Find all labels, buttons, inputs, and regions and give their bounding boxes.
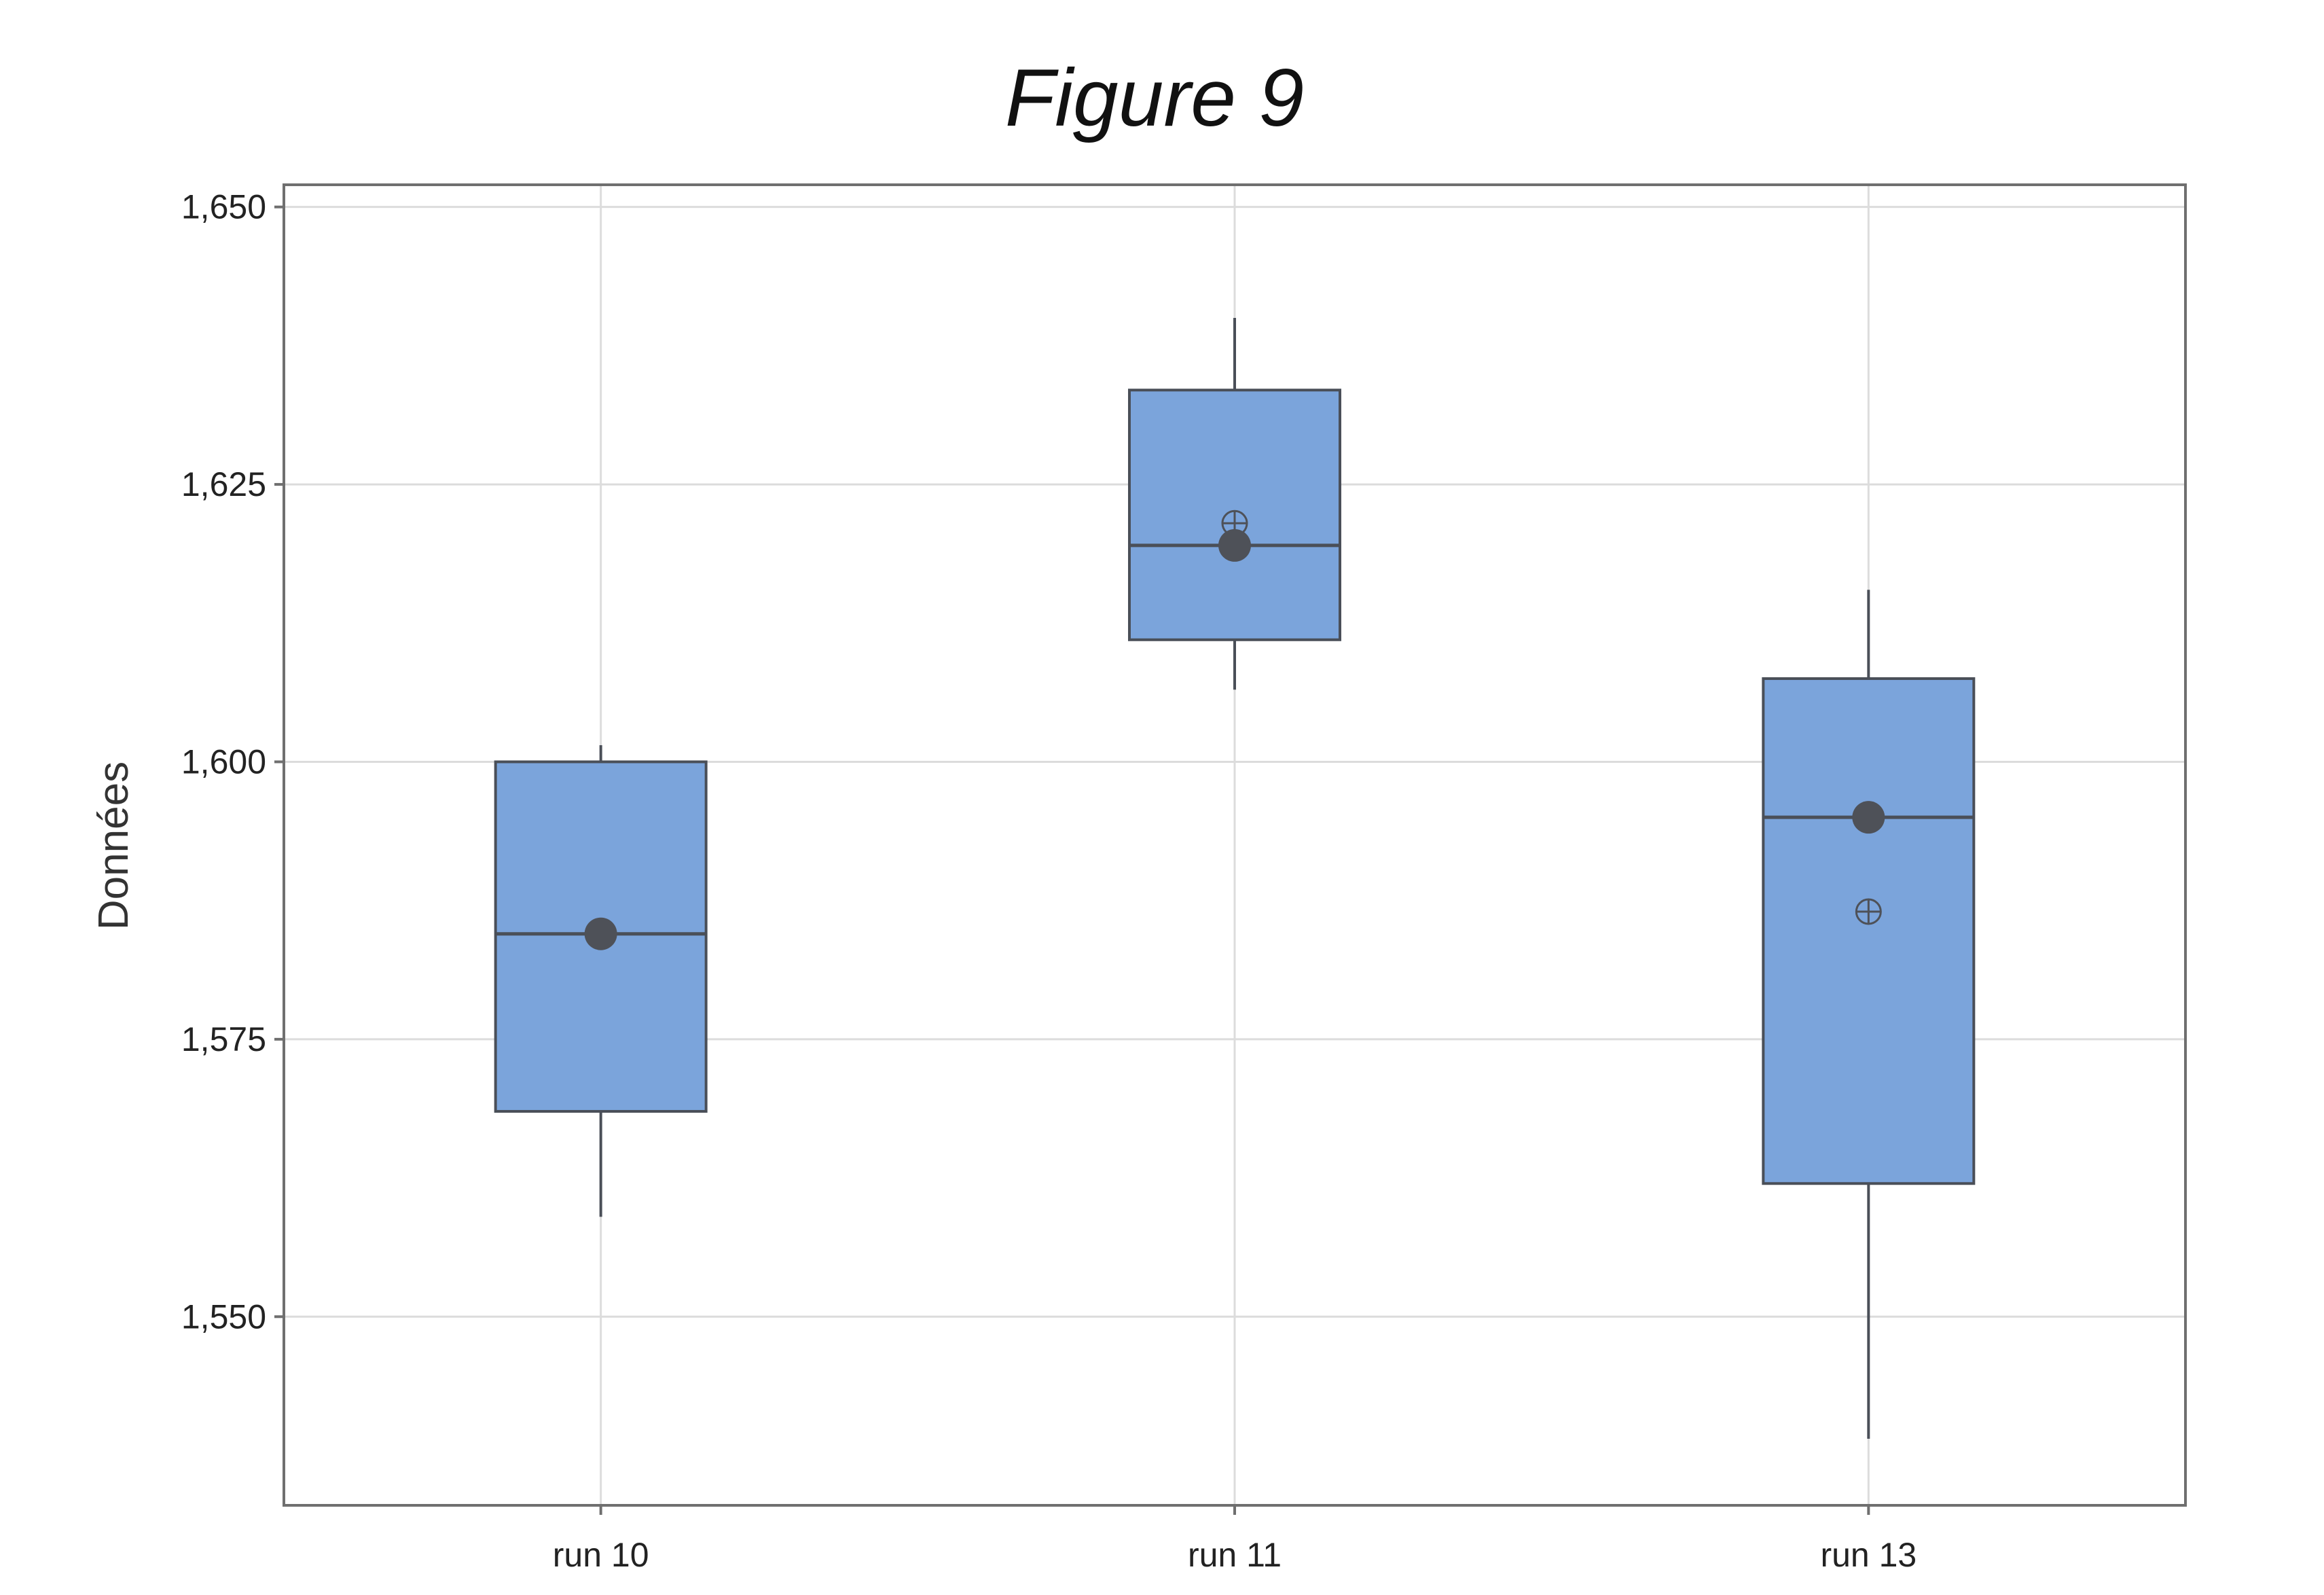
x-tick-label: run 11 [1188,1536,1282,1574]
x-tick-label: run 13 [1820,1536,1917,1574]
median-dot [584,917,617,950]
plot-frame [283,183,2187,1507]
y-tick-label: 1,625 [181,465,266,503]
y-axis-label: Données [90,761,137,930]
box-group-run-11 [1128,318,1341,690]
y-tick-label: 1,575 [181,1020,266,1058]
median-dot [1852,801,1885,834]
median-dot [1218,528,1251,562]
chart-title: Figure 9 [1005,52,1304,143]
box-layer [494,318,1976,1439]
x-tick-label: run 10 [553,1536,649,1574]
box-group-run-13 [1762,590,1976,1439]
box-group-run-10 [494,745,708,1217]
y-tick-label: 1,550 [181,1297,266,1336]
axis-layer: 1,550 1,575 1,600 1,625 1,650 run 10 run 11 run… [181,188,1917,1574]
y-tick-label: 1,600 [181,742,266,781]
iqr-box [1762,677,1976,1185]
y-tick-label: 1,650 [181,188,266,226]
